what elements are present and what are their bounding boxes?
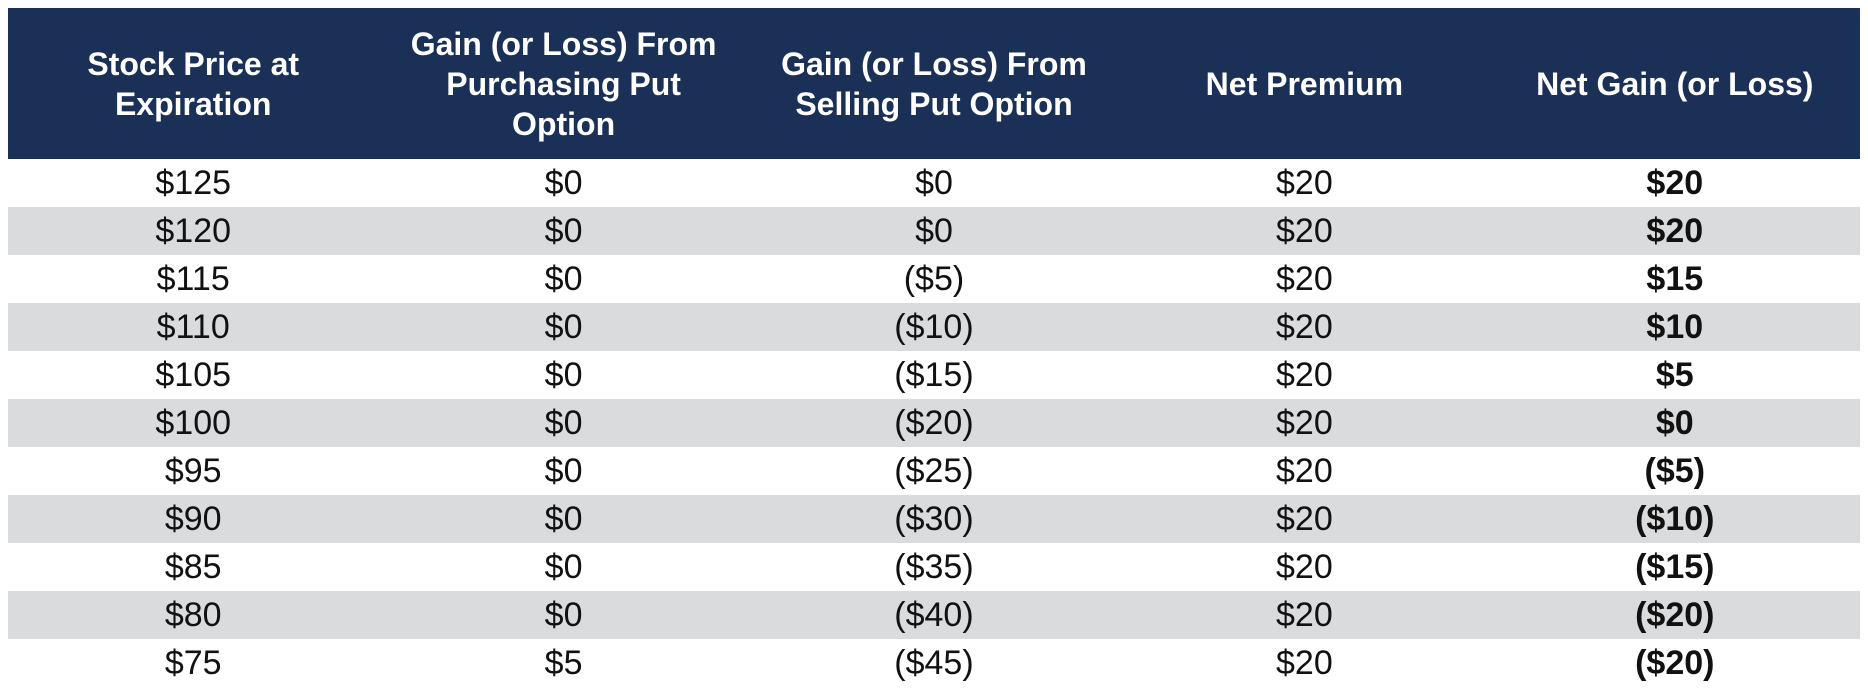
cell-sell-gain-loss: $0 bbox=[915, 164, 953, 202]
header-row: Stock Price at Expiration Gain (or Loss) … bbox=[8, 8, 1860, 159]
cell-purchase-gain-loss: $0 bbox=[544, 500, 583, 538]
cell-purchase-gain-loss: $0 bbox=[544, 356, 583, 394]
cell-net-gain-loss: ($20) bbox=[1635, 596, 1715, 634]
table-row: $125 $0 $0 $20 $20 bbox=[8, 159, 1860, 207]
cell-stock-price: $110 bbox=[156, 308, 230, 346]
cell-stock-price: $115 bbox=[156, 260, 230, 298]
cell-sell-gain-loss: ($40) bbox=[894, 596, 974, 634]
cell-stock-price: $90 bbox=[164, 500, 222, 538]
cell-stock-price: $120 bbox=[155, 212, 232, 250]
cell-sell-gain-loss: $0 bbox=[915, 212, 953, 250]
cell-sell-gain-loss: ($10) bbox=[894, 308, 974, 346]
cell-sell-gain-loss: ($5) bbox=[903, 260, 965, 298]
cell-sell-gain-loss: ($20) bbox=[894, 404, 974, 442]
table-row: $75 $5 ($45) $20 ($20) bbox=[8, 639, 1860, 687]
cell-net-premium: $20 bbox=[1276, 452, 1333, 490]
table-header: Stock Price at Expiration Gain (or Loss) … bbox=[8, 8, 1860, 159]
cell-net-gain-loss: $15 bbox=[1646, 260, 1704, 298]
table-row: $110 $0 ($10) $20 $10 bbox=[8, 303, 1860, 351]
cell-net-premium: $20 bbox=[1276, 260, 1333, 298]
column-header-stock-price: Stock Price at Expiration bbox=[8, 8, 379, 159]
cell-net-premium: $20 bbox=[1276, 212, 1333, 250]
cell-stock-price: $95 bbox=[164, 452, 222, 490]
cell-net-gain-loss: ($20) bbox=[1635, 644, 1715, 682]
table-row: $90 $0 ($30) $20 ($10) bbox=[8, 495, 1860, 543]
cell-net-premium: $20 bbox=[1276, 308, 1333, 346]
cell-purchase-gain-loss: $0 bbox=[544, 308, 583, 346]
cell-net-gain-loss: $20 bbox=[1646, 212, 1704, 250]
table-row: $95 $0 ($25) $20 ($5) bbox=[8, 447, 1860, 495]
cell-sell-gain-loss: ($35) bbox=[894, 548, 974, 586]
cell-purchase-gain-loss: $0 bbox=[544, 404, 583, 442]
table-row: $80 $0 ($40) $20 ($20) bbox=[8, 591, 1860, 639]
column-header-net-premium: Net Premium bbox=[1119, 8, 1490, 159]
cell-net-premium: $20 bbox=[1276, 404, 1333, 442]
column-header-net-gain-loss: Net Gain (or Loss) bbox=[1489, 8, 1860, 159]
cell-net-gain-loss: $10 bbox=[1646, 308, 1704, 346]
cell-net-premium: $20 bbox=[1276, 164, 1333, 202]
cell-net-premium: $20 bbox=[1276, 596, 1333, 634]
table-row: $105 $0 ($15) $20 $5 bbox=[8, 351, 1860, 399]
table-row: $115 $0 ($5) $20 $15 bbox=[8, 255, 1860, 303]
table-row: $100 $0 ($20) $20 $0 bbox=[8, 399, 1860, 447]
column-header-purchase-gain-loss: Gain (or Loss) From Purchasing Put Optio… bbox=[378, 8, 749, 159]
table-row: $85 $0 ($35) $20 ($15) bbox=[8, 543, 1860, 591]
cell-purchase-gain-loss: $0 bbox=[544, 596, 583, 634]
cell-stock-price: $125 bbox=[155, 164, 232, 202]
cell-sell-gain-loss: ($15) bbox=[894, 356, 974, 394]
put-option-payoff-table: Stock Price at Expiration Gain (or Loss) … bbox=[8, 8, 1860, 687]
cell-sell-gain-loss: ($25) bbox=[894, 452, 974, 490]
cell-stock-price: $105 bbox=[155, 356, 232, 394]
table-body: $125 $0 $0 $20 $20 $120 $0 $0 $20 $20 $115 $0 ($5) $2… bbox=[8, 159, 1860, 687]
cell-net-gain-loss: $20 bbox=[1646, 164, 1704, 202]
cell-net-premium: $20 bbox=[1276, 356, 1333, 394]
cell-purchase-gain-loss: $0 bbox=[544, 548, 583, 586]
cell-stock-price: $85 bbox=[164, 548, 222, 586]
cell-net-gain-loss: $5 bbox=[1655, 356, 1694, 394]
cell-net-premium: $20 bbox=[1276, 500, 1333, 538]
cell-stock-price: $75 bbox=[164, 644, 222, 682]
cell-net-gain-loss: $0 bbox=[1655, 404, 1694, 442]
cell-net-gain-loss: ($5) bbox=[1644, 452, 1706, 490]
table-row: $120 $0 $0 $20 $20 bbox=[8, 207, 1860, 255]
cell-net-premium: $20 bbox=[1276, 644, 1333, 682]
cell-sell-gain-loss: ($30) bbox=[894, 500, 974, 538]
cell-purchase-gain-loss: $0 bbox=[544, 260, 583, 298]
cell-net-gain-loss: ($10) bbox=[1635, 500, 1715, 538]
column-header-sell-gain-loss: Gain (or Loss) From Selling Put Option bbox=[748, 8, 1120, 159]
cell-net-gain-loss: ($15) bbox=[1635, 548, 1715, 586]
cell-purchase-gain-loss: $0 bbox=[544, 164, 583, 202]
cell-purchase-gain-loss: $0 bbox=[544, 212, 583, 250]
cell-purchase-gain-loss: $0 bbox=[544, 452, 583, 490]
cell-purchase-gain-loss: $5 bbox=[544, 644, 583, 682]
cell-sell-gain-loss: ($45) bbox=[894, 644, 974, 682]
cell-stock-price: $100 bbox=[155, 404, 232, 442]
cell-stock-price: $80 bbox=[164, 596, 222, 634]
cell-net-premium: $20 bbox=[1276, 548, 1333, 586]
